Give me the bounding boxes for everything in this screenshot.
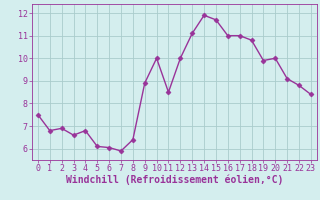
X-axis label: Windchill (Refroidissement éolien,°C): Windchill (Refroidissement éolien,°C) [66,175,283,185]
